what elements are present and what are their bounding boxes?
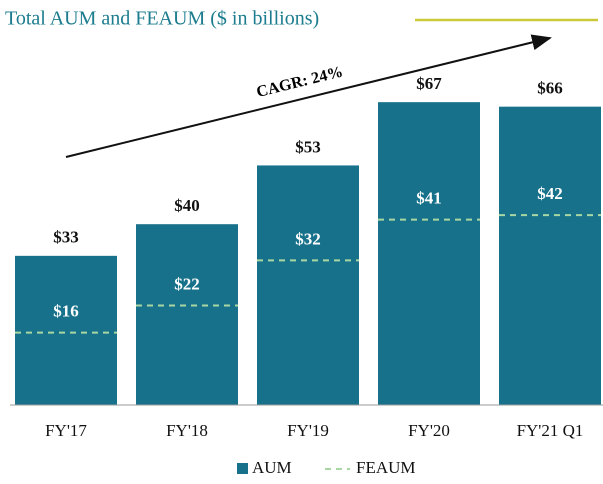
legend-label: FEAUM [356,458,416,477]
feaum-label: $16 [53,302,79,321]
feaum-label: $32 [295,229,321,248]
cagr-label: CAGR: 24% [255,63,345,101]
bar [378,102,480,405]
bar [499,106,601,406]
cagr-arrow [65,34,552,158]
value-label: $53 [295,137,321,156]
bar [15,255,117,405]
x-tick-label: FY'21 Q1 [517,421,584,440]
x-tick-label: FY'17 [45,421,87,440]
feaum-label: $42 [537,184,563,203]
chart-title: Total AUM and FEAUM ($ in billions) [5,8,319,30]
x-tick-label: FY'19 [287,421,329,440]
value-label: $40 [174,196,200,215]
feaum-label: $22 [174,274,200,293]
legend-label: AUM [252,458,292,477]
legend-swatch [237,463,248,474]
value-label: $67 [416,74,442,93]
bar [257,165,359,405]
x-tick-label: FY'18 [166,421,208,440]
bar [136,224,238,405]
x-tick-label: FY'20 [408,421,450,440]
value-label: $66 [537,79,563,98]
feaum-label: $41 [416,189,442,208]
value-label: $33 [53,228,79,247]
